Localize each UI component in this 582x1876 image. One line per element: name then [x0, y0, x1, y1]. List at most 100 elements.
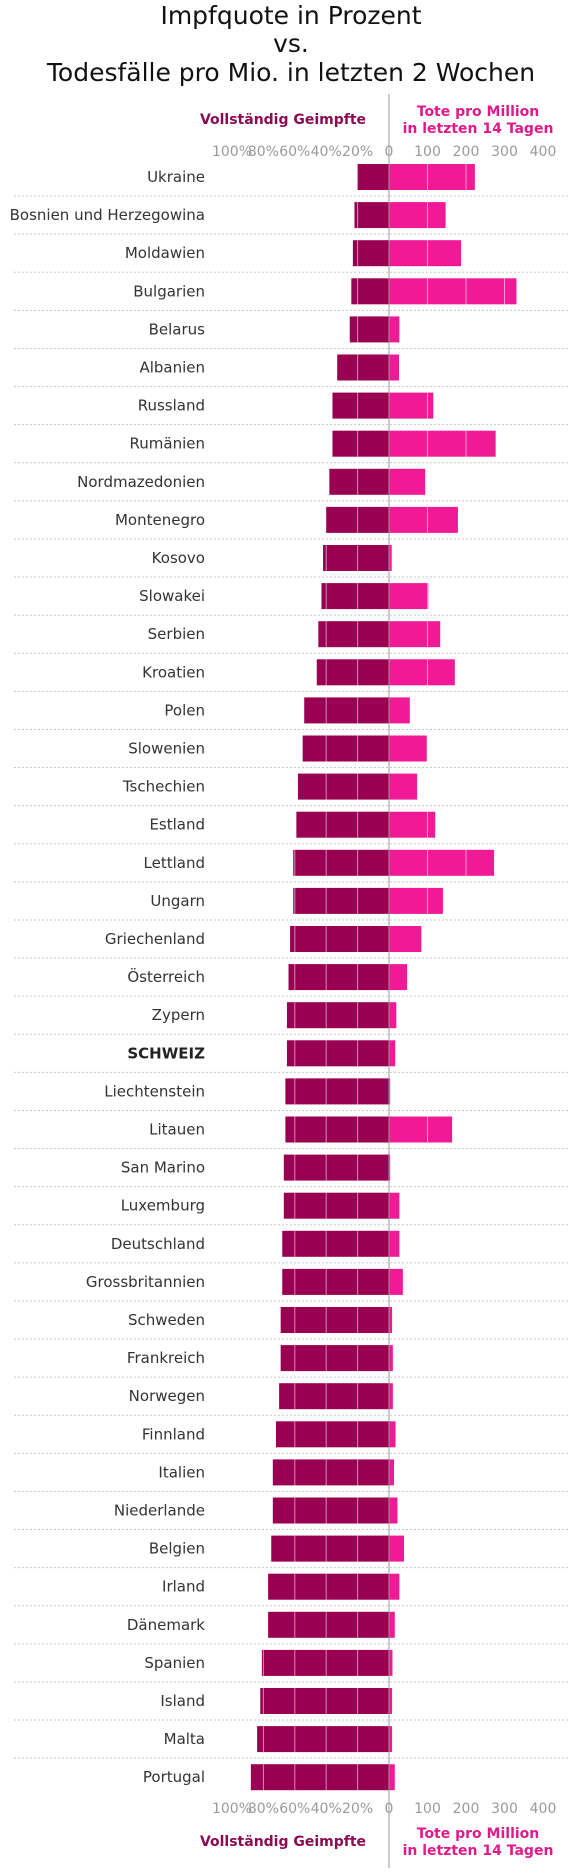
deaths-bar	[389, 849, 495, 876]
deaths-bar	[389, 1421, 396, 1448]
vaccination-bar	[285, 1078, 389, 1105]
left-tick-label: 80%	[248, 1801, 279, 1817]
vaccination-bar	[250, 1764, 389, 1791]
deaths-bar	[389, 1383, 393, 1410]
left-axis-label-top: Vollständig Geimpfte	[200, 112, 366, 128]
vaccination-bar	[268, 1573, 389, 1600]
right-axis-label-top: Tote pro Million	[417, 104, 540, 120]
vaccination-bar	[332, 392, 389, 419]
title-line: Todesfälle pro Mio. in letzten 2 Wochen	[46, 58, 535, 87]
right-tick-label: 400	[530, 144, 557, 160]
vaccination-bar	[261, 1649, 389, 1676]
right-tick-label: 100	[414, 144, 441, 160]
left-tick-label: 100%	[212, 1801, 252, 1817]
deaths-bar	[389, 659, 455, 686]
deaths-bar	[389, 583, 429, 610]
country-label: Portugal	[143, 1768, 205, 1786]
right-axis-label-top: in letzten 14 Tagen	[403, 121, 554, 137]
country-label: Nordmazedonien	[77, 473, 205, 491]
deaths-bar	[389, 1002, 397, 1029]
right-tick-label: 400	[530, 1801, 557, 1817]
left-tick-label: 60%	[279, 1801, 310, 1817]
country-label: Lettland	[144, 854, 205, 872]
country-label: Kroatien	[142, 663, 205, 681]
country-label: Estland	[149, 816, 205, 834]
vaccination-bar	[288, 964, 389, 991]
deaths-bar	[389, 506, 458, 533]
deaths-bar	[389, 1688, 393, 1714]
left-tick-label: 100%	[212, 144, 252, 160]
deaths-bar	[389, 1040, 396, 1067]
deaths-bar	[389, 1649, 393, 1676]
left-tick-label: 20%	[342, 144, 373, 160]
country-label: Montenegro	[115, 511, 205, 529]
country-label: Deutschland	[111, 1235, 205, 1253]
vaccination-bar	[257, 1726, 389, 1753]
vaccination-bar	[280, 1307, 389, 1333]
vaccination-bar	[354, 202, 389, 229]
country-label: Island	[160, 1692, 205, 1710]
vaccination-bar	[285, 1116, 389, 1143]
left-tick-label: 40%	[311, 1801, 342, 1817]
country-label: Österreich	[127, 967, 205, 986]
vaccination-bar	[302, 735, 389, 762]
country-label: Litauen	[149, 1121, 205, 1139]
right-tick-label: 200	[453, 1801, 480, 1817]
vaccination-bar	[357, 164, 389, 190]
vaccination-bar	[286, 1040, 389, 1067]
vaccination-bar	[296, 811, 389, 838]
vaccination-bar	[282, 1268, 389, 1295]
country-label: Dänemark	[127, 1616, 205, 1634]
country-label: Luxemburg	[121, 1197, 205, 1215]
vaccination-bar	[293, 849, 389, 876]
country-label: Italien	[158, 1463, 205, 1481]
vaccination-bar	[351, 278, 389, 305]
country-label: Polen	[164, 701, 205, 719]
country-label: Slowenien	[128, 740, 205, 758]
country-label: Ungarn	[150, 892, 205, 910]
vaccination-bar	[283, 1192, 389, 1219]
deaths-bar	[389, 1764, 395, 1791]
country-label: Moldawien	[125, 244, 205, 262]
country-label: Bosnien und Herzegowina	[10, 206, 205, 224]
country-label: Spanien	[144, 1654, 205, 1672]
deaths-bar	[389, 430, 496, 457]
vaccination-bar	[275, 1421, 389, 1448]
deaths-bar	[389, 316, 400, 343]
vaccination-bar	[279, 1383, 389, 1410]
title-line: vs.	[273, 29, 309, 58]
deaths-bar	[389, 278, 517, 305]
deaths-bar	[389, 1573, 400, 1600]
deaths-bar	[389, 240, 461, 267]
vaccination-bar	[268, 1611, 389, 1638]
deaths-bar	[389, 1307, 393, 1333]
country-label: Liechtenstein	[104, 1082, 205, 1100]
deaths-bar	[389, 1078, 391, 1105]
vaccination-bar	[283, 1154, 389, 1181]
vaccination-bar	[318, 621, 389, 648]
left-tick-label: 20%	[342, 1801, 373, 1817]
vaccination-bar	[271, 1535, 389, 1562]
vaccination-bar	[272, 1459, 389, 1486]
country-label: Belarus	[149, 320, 206, 338]
country-label: Frankreich	[127, 1349, 205, 1367]
deaths-bar	[389, 1116, 453, 1143]
left-tick-label: 60%	[279, 144, 310, 160]
country-label: Russland	[138, 397, 205, 415]
vaccination-bar	[332, 430, 389, 457]
deaths-bar	[389, 1345, 393, 1372]
deaths-bar	[389, 1535, 405, 1562]
right-axis-label-bottom: in letzten 14 Tagen	[403, 1843, 554, 1859]
rows: Ukraine Bosnien und Herzegowina Moldawien B…	[10, 168, 568, 1786]
country-label: Belgien	[149, 1540, 205, 1558]
vaccination-bar	[323, 545, 389, 571]
country-label: Grossbritannien	[86, 1273, 205, 1291]
country-label: San Marino	[121, 1159, 205, 1177]
vaccination-bar	[349, 316, 389, 343]
country-label: Albanien	[139, 359, 205, 377]
country-label: Finnland	[142, 1425, 205, 1443]
right-axis-label-bottom: Tote pro Million	[417, 1826, 540, 1842]
